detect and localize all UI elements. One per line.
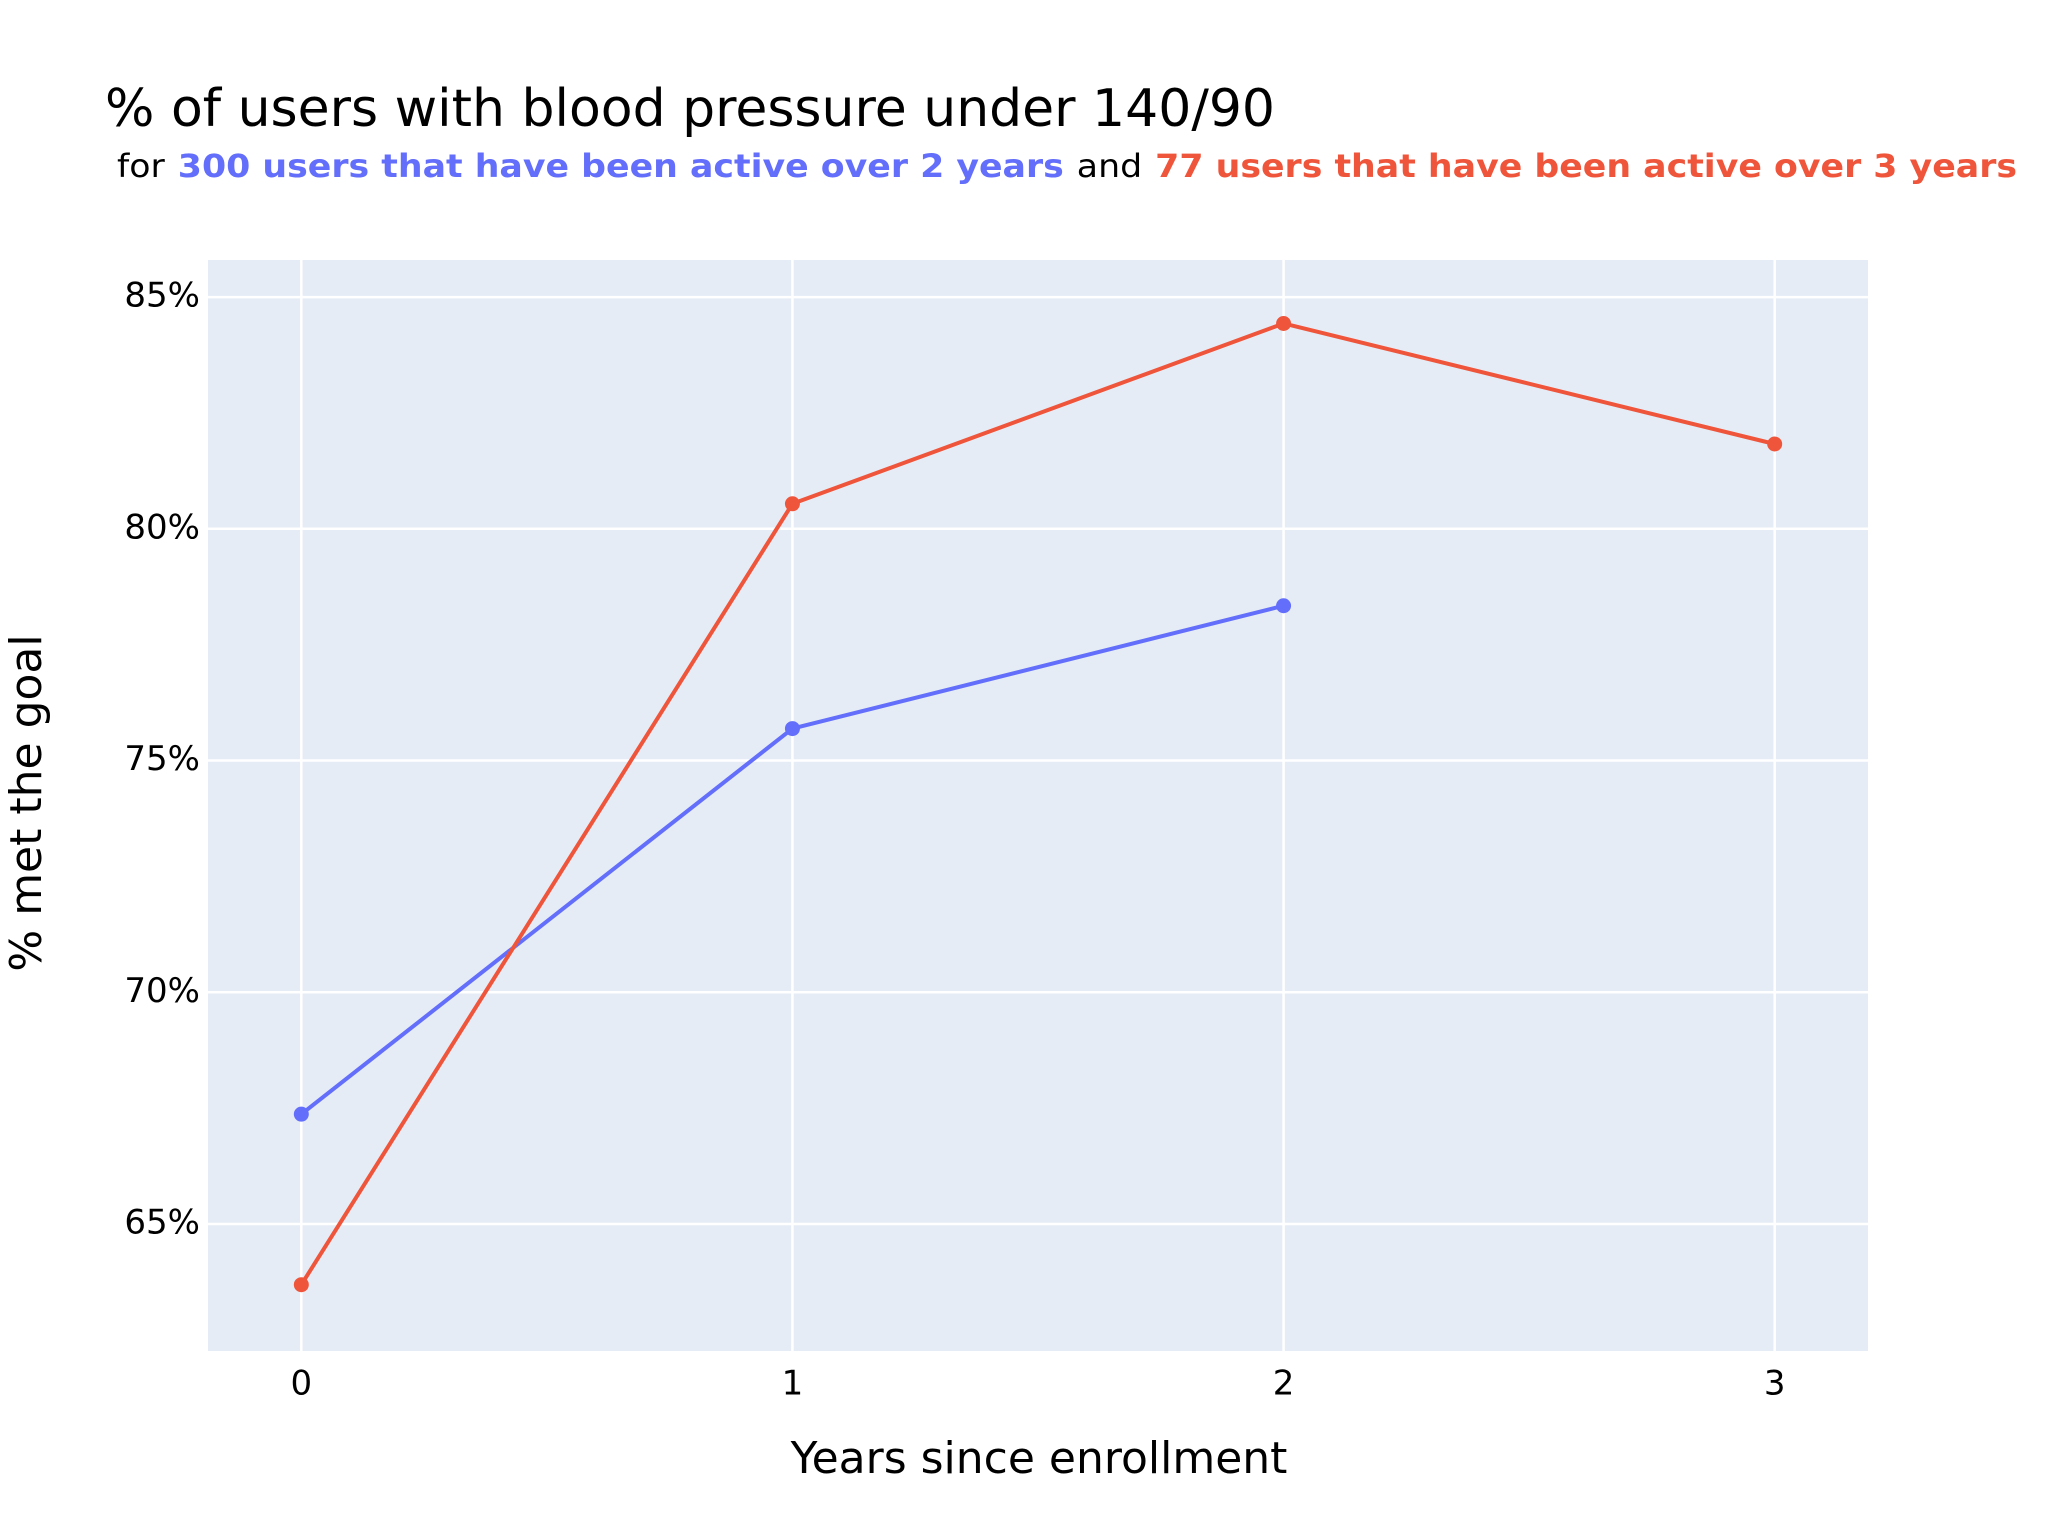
x-tick-label: 2 (1273, 1364, 1295, 1404)
y-tick-label: 85% (124, 276, 200, 316)
data-point (293, 1277, 309, 1293)
subtitle-part: 77 users that have been active over 3 ye… (1155, 147, 2017, 185)
x-axis-title: Years since enrollment (790, 1433, 1288, 1484)
series-line (299, 321, 1776, 1286)
x-tick-label: 1 (782, 1364, 804, 1404)
data-point (1276, 315, 1292, 331)
y-tick-label: 70% (124, 971, 200, 1011)
y-tick-label: 80% (124, 507, 200, 547)
y-axis-title: % met the goal (1, 634, 52, 971)
data-point (784, 496, 800, 512)
chart-title: % of users with blood pressure under 140… (105, 79, 1275, 139)
x-tick-label: 0 (290, 1364, 312, 1404)
subtitle-part: and (1077, 147, 1142, 185)
data-point (1767, 436, 1783, 452)
plot-area (208, 260, 1868, 1351)
chart-subtitle: for 300 users that have been active over … (117, 147, 2017, 185)
x-tick-label: 3 (1764, 1364, 1786, 1404)
data-point (784, 721, 800, 737)
subtitle-part: for (117, 147, 166, 185)
y-tick-label: 65% (124, 1203, 200, 1243)
subtitle-part: 300 users that have been active over 2 y… (178, 147, 1064, 185)
y-tick-label: 75% (124, 739, 200, 779)
data-point (1276, 598, 1292, 614)
data-point (293, 1106, 309, 1122)
